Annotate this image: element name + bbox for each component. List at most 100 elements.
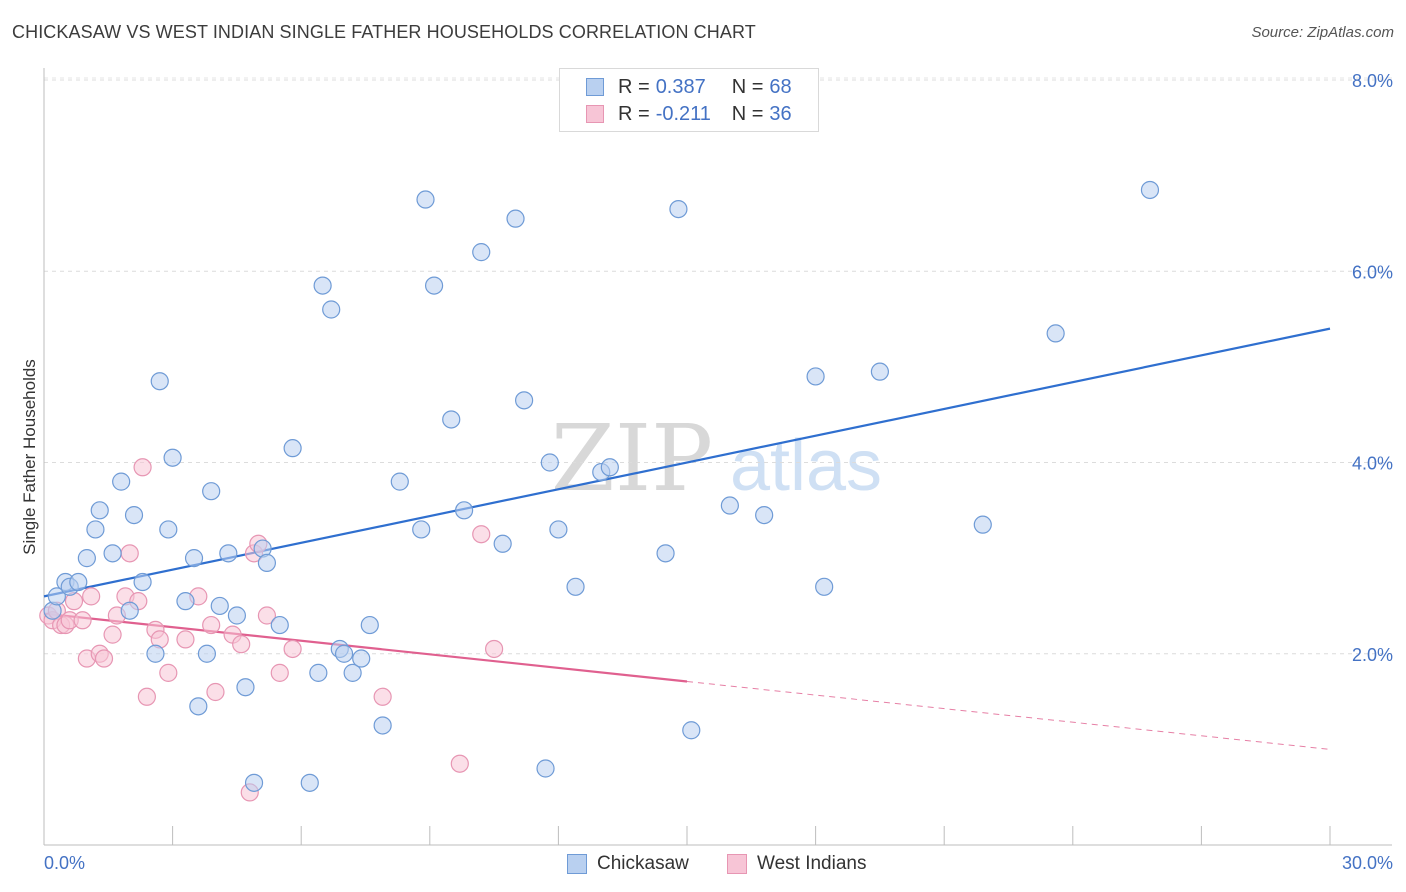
- point-chickasaw: [720, 496, 739, 515]
- bottom-legend-label: Chickasaw: [597, 853, 689, 874]
- point-west-indians: [133, 458, 152, 477]
- point-chickasaw: [373, 716, 392, 735]
- y-tick-label: 6.0%: [1352, 262, 1393, 282]
- point-chickasaw: [189, 697, 208, 716]
- point-chickasaw: [815, 577, 834, 596]
- y-tick-label: 4.0%: [1352, 454, 1393, 474]
- point-chickasaw: [416, 190, 435, 209]
- point-chickasaw: [322, 300, 341, 319]
- x-tick-label: 0.0%: [44, 853, 85, 873]
- point-chickasaw: [146, 644, 165, 663]
- point-chickasaw: [424, 276, 444, 295]
- point-chickasaw: [120, 601, 139, 620]
- watermark-atlas: atlas: [730, 426, 882, 506]
- point-chickasaw: [412, 520, 431, 539]
- point-west-indians: [232, 635, 251, 654]
- point-west-indians: [270, 663, 289, 682]
- point-chickasaw: [124, 505, 144, 525]
- point-chickasaw: [390, 472, 409, 491]
- point-chickasaw: [210, 596, 229, 616]
- point-chickasaw: [69, 572, 88, 592]
- source-label: Source: ZipAtlas.com: [1251, 24, 1394, 41]
- point-chickasaw: [227, 606, 246, 625]
- point-west-indians: [82, 587, 101, 606]
- point-chickasaw: [184, 549, 204, 568]
- point-chickasaw: [669, 199, 688, 219]
- point-chickasaw: [90, 501, 109, 520]
- bottom-legend-west-indians: West Indians: [727, 852, 866, 876]
- point-west-indians: [176, 630, 195, 649]
- point-west-indians: [373, 687, 392, 706]
- point-west-indians: [137, 687, 156, 706]
- point-chickasaw: [1046, 324, 1065, 343]
- point-chickasaw: [870, 362, 890, 381]
- point-chickasaw: [566, 577, 585, 596]
- point-west-indians: [485, 639, 504, 659]
- point-chickasaw: [472, 243, 491, 262]
- point-west-indians: [257, 606, 277, 625]
- point-chickasaw: [300, 773, 319, 792]
- point-west-indians: [73, 611, 92, 630]
- legend-r-value: -0.211: [655, 102, 711, 125]
- legend-row-west-indians: R = -0.211 N = 36: [586, 103, 792, 125]
- bottom-legend-label: West Indians: [757, 853, 867, 874]
- point-chickasaw: [133, 572, 152, 592]
- point-west-indians: [103, 625, 122, 644]
- legend-row-chickasaw: R = 0.387 N = 68: [586, 76, 792, 98]
- point-chickasaw: [656, 544, 675, 563]
- bottom-swatch-west-indians: [727, 854, 747, 874]
- point-chickasaw: [493, 534, 512, 553]
- point-chickasaw: [219, 544, 238, 563]
- point-chickasaw: [973, 515, 992, 534]
- point-chickasaw: [600, 458, 619, 477]
- point-chickasaw: [1140, 180, 1160, 200]
- legend-n-value: 68: [769, 75, 792, 98]
- point-chickasaw: [343, 663, 362, 682]
- tick-labels: 2.0% 4.0% 6.0% 8.0% 0.0% 30.0%: [44, 71, 1393, 873]
- watermark: ZIP atlas: [551, 405, 882, 512]
- point-chickasaw: [334, 644, 354, 663]
- legend-n-label: N =: [731, 102, 764, 125]
- point-west-indians: [472, 525, 491, 544]
- legend-r-value: 0.387: [655, 75, 706, 98]
- point-chickasaw: [176, 592, 195, 611]
- point-chickasaw: [159, 520, 178, 539]
- point-west-indians: [94, 649, 114, 668]
- point-chickasaw: [163, 448, 182, 467]
- legend-swatch-chickasaw: [586, 78, 604, 96]
- point-chickasaw: [806, 367, 825, 386]
- point-chickasaw: [202, 482, 221, 501]
- trend-line-west-indians-extrapolated: [686, 680, 1331, 750]
- point-chickasaw: [103, 544, 122, 563]
- point-chickasaw: [197, 644, 216, 663]
- data-points: [39, 180, 1160, 802]
- point-chickasaw: [270, 615, 289, 635]
- legend-n-value: 36: [769, 102, 792, 125]
- point-chickasaw: [442, 410, 461, 429]
- legend-r-label: R =: [618, 102, 650, 125]
- point-chickasaw: [309, 663, 328, 682]
- point-chickasaw: [112, 472, 131, 491]
- point-chickasaw: [244, 773, 264, 792]
- point-chickasaw: [454, 501, 474, 520]
- point-west-indians: [450, 754, 469, 773]
- point-west-indians: [206, 682, 225, 702]
- point-chickasaw: [313, 276, 332, 295]
- point-chickasaw: [549, 520, 568, 539]
- axes: [43, 68, 1392, 846]
- point-chickasaw: [682, 721, 701, 740]
- point-chickasaw: [257, 553, 277, 573]
- gridlines: [44, 77, 1392, 655]
- point-chickasaw: [236, 678, 255, 697]
- bottom-swatch-chickasaw: [567, 854, 587, 874]
- point-west-indians: [283, 639, 302, 659]
- point-chickasaw: [536, 759, 555, 778]
- legend-swatch-west-indians: [586, 105, 604, 123]
- bottom-legend-chickasaw: Chickasaw: [567, 852, 689, 876]
- point-chickasaw: [540, 453, 559, 472]
- point-west-indians: [159, 663, 178, 682]
- point-chickasaw: [47, 587, 66, 606]
- chart-title: CHICKASAW VS WEST INDIAN SINGLE FATHER H…: [12, 22, 756, 42]
- point-chickasaw: [352, 649, 371, 668]
